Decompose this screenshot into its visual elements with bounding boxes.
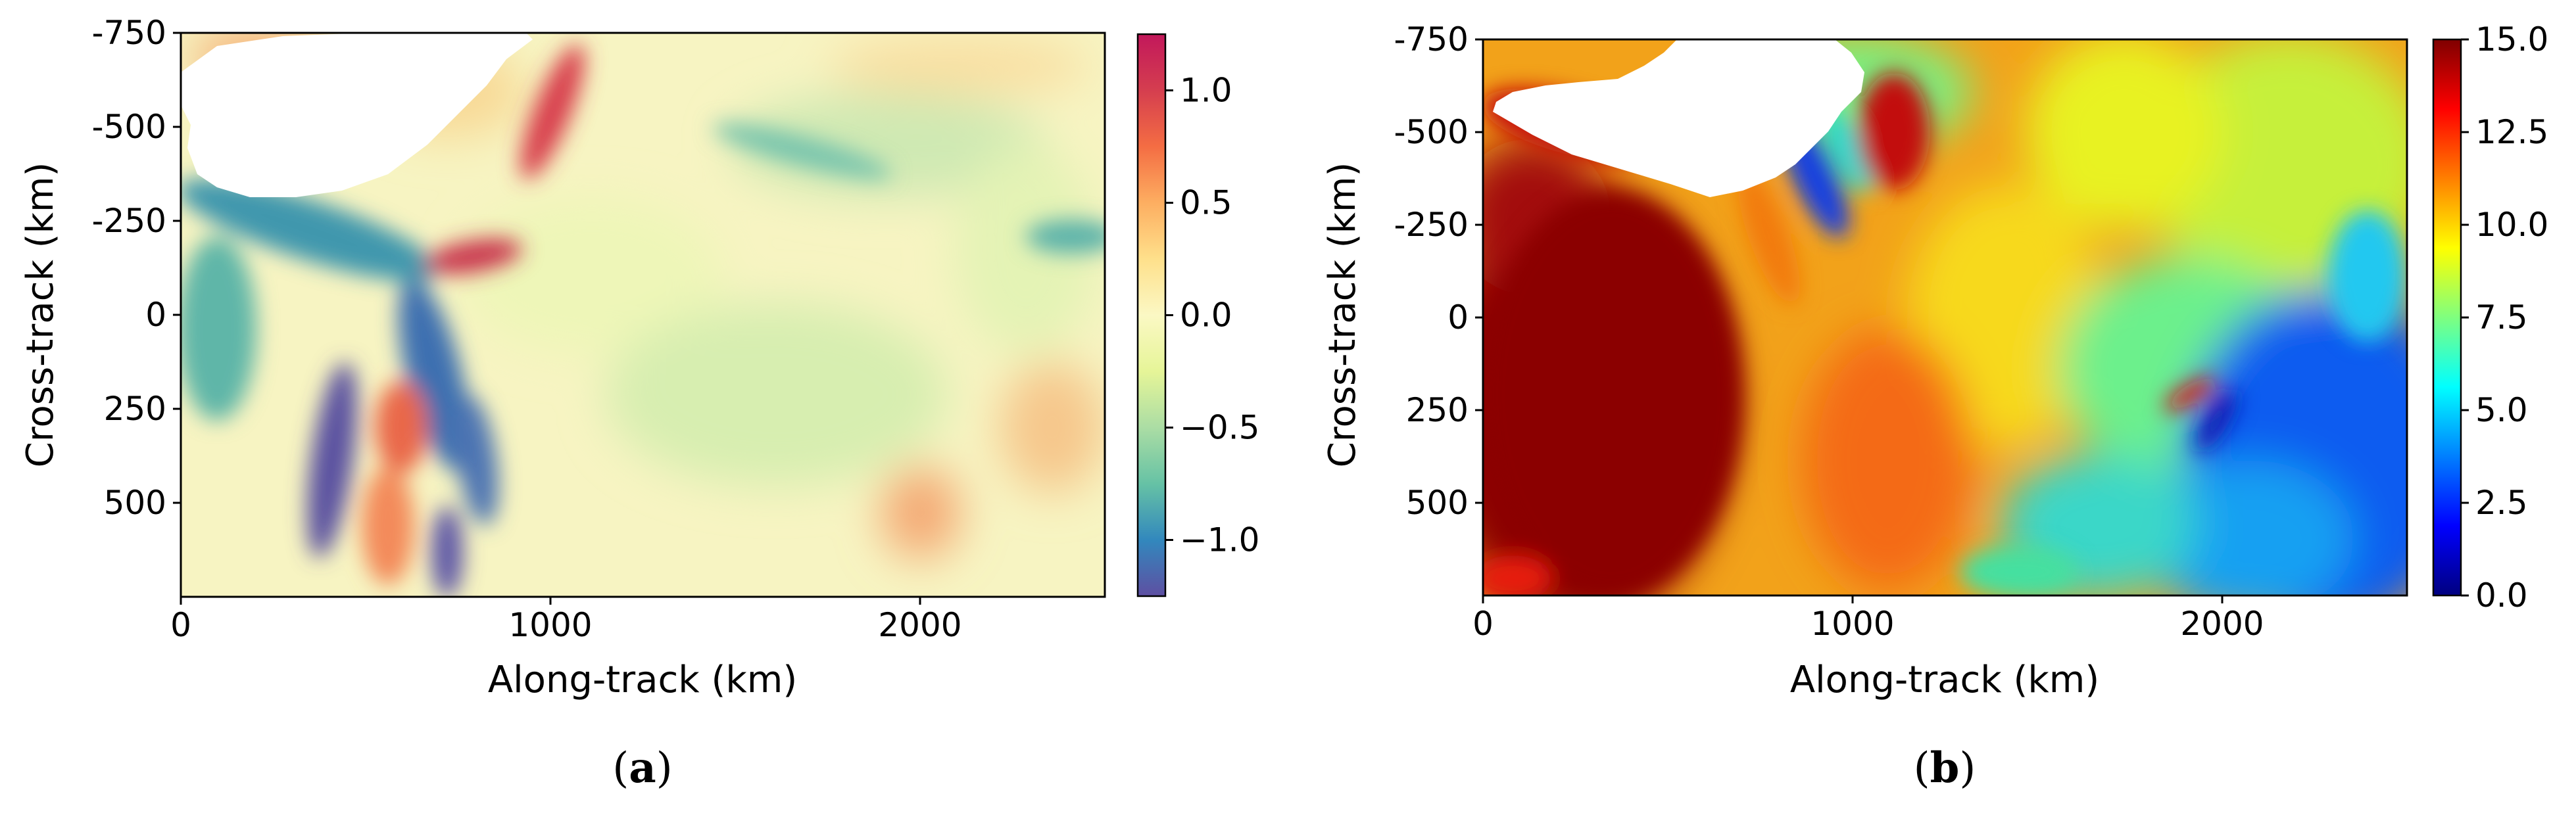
colorbar-b	[2432, 38, 2462, 597]
y-tick-label: 0	[1447, 298, 1469, 337]
field-band	[1824, 108, 1872, 194]
y-tick-label: -750	[92, 14, 166, 52]
field-band	[362, 467, 414, 585]
colorbar-tick-label: 1.0	[1180, 72, 1232, 110]
field-blob	[1000, 362, 1105, 493]
y-tick-label: -250	[1394, 206, 1469, 244]
panel-label-open: (	[1914, 744, 1930, 793]
panel-a: 0 1000 2000 -750 -500 -250 0 250 500 Along-trac…	[19, 14, 1259, 793]
x-tick-label: 0	[170, 606, 191, 644]
field-band	[455, 394, 498, 526]
y-ticks-a: -750 -500 -250 0 250 500	[92, 14, 181, 522]
panel-label-close: )	[1959, 744, 1976, 793]
panel-letter-b: b	[1930, 743, 1960, 793]
field-blob	[1907, 184, 2104, 447]
x-ticks-a: 0 1000 2000	[170, 597, 962, 644]
field-blob	[2026, 39, 2223, 230]
field-blob	[954, 145, 1098, 355]
y-tick-label: -750	[1394, 20, 1469, 58]
colorbar-ticks-a: 1.0 0.5 0.0 −0.5 −1.0	[1165, 72, 1259, 559]
panel-b: 0 1000 2000 -750 -500 -250 0 250 500 Along-trac…	[1321, 20, 2548, 793]
colorbar-tick-label: 10.0	[2475, 206, 2548, 244]
colorbar-tick-label: 15.0	[2475, 20, 2548, 58]
y-tick-label: 500	[1406, 484, 1469, 522]
panel-label-b: (b)	[1914, 743, 1976, 793]
field-band	[2164, 377, 2216, 411]
y-tick-label: 500	[104, 484, 166, 522]
x-tick-label: 1000	[508, 606, 592, 644]
field-band	[375, 381, 427, 473]
y-tick-label: 250	[1406, 391, 1469, 429]
y-axis-label-a: Cross-track (km)	[19, 162, 62, 468]
field-band	[2195, 388, 2237, 453]
x-tick-label: 1000	[1810, 605, 1894, 643]
colorbar-tick-label: 7.5	[2475, 298, 2528, 337]
field-band	[1026, 220, 1105, 254]
field-band	[181, 237, 256, 421]
field-band	[520, 44, 585, 179]
y-axis-label-b: Cross-track (km)	[1321, 162, 1364, 468]
x-axis-label-a: Along-track (km)	[488, 659, 797, 701]
field-blob	[605, 302, 947, 486]
colorbar-tick-label: 2.5	[2475, 484, 2528, 522]
field-blob	[2144, 460, 2354, 595]
colorbar-tick-label: 0.0	[1180, 296, 1232, 335]
colorbar-ticks-b: 15.0 12.5 10.0 7.5 5.0 2.5 0.0	[2461, 20, 2548, 615]
colorbar-tick-label: −1.0	[1180, 521, 1259, 559]
colorbar-tick-label: −0.5	[1180, 409, 1259, 447]
field-band	[1858, 72, 1930, 191]
panel-label-open: (	[612, 744, 629, 793]
x-tick-label: 2000	[2180, 605, 2264, 643]
panel-label-a: (a)	[612, 743, 672, 793]
colorbar-a	[1136, 33, 1167, 597]
colorbar-tick-label: 5.0	[2475, 391, 2528, 429]
field-blob	[730, 92, 1046, 197]
field-band	[1960, 546, 2078, 595]
y-tick-label: -250	[92, 202, 166, 240]
field-band	[307, 362, 357, 558]
land-mask-a	[181, 33, 533, 197]
field-band	[398, 279, 470, 471]
colorbar-tick-label: 12.5	[2475, 113, 2548, 151]
field-blob	[1802, 329, 1973, 592]
field-band	[1738, 168, 1801, 305]
panel-label-close: )	[656, 744, 673, 793]
land-mask-b	[1493, 39, 1864, 197]
field-band	[431, 506, 463, 597]
y-tick-label: 250	[104, 390, 166, 428]
x-ticks-b: 0 1000 2000	[1472, 595, 2264, 643]
field-band	[1483, 555, 1552, 595]
field-band	[713, 123, 892, 179]
colorbar-tick-label: 0.0	[2475, 576, 2528, 615]
y-tick-label: -500	[92, 108, 166, 146]
y-tick-label: -500	[1394, 113, 1469, 151]
field-band	[181, 179, 441, 281]
y-ticks-b: -750 -500 -250 0 250 500	[1394, 20, 1483, 522]
field-blob	[829, 36, 1092, 95]
colorbar-tick-label: 0.5	[1180, 184, 1232, 222]
field-band	[2328, 210, 2407, 342]
heatmap-field-a	[181, 33, 1105, 597]
field-band	[425, 239, 522, 274]
x-tick-label: 2000	[878, 606, 961, 644]
field-blob	[881, 467, 960, 559]
x-tick-label: 0	[1472, 605, 1494, 643]
panel-letter-a: a	[629, 743, 656, 793]
x-axis-label-b: Along-track (km)	[1790, 659, 2099, 701]
y-tick-label: 0	[145, 296, 166, 334]
field-fronts	[181, 44, 1105, 597]
field-blob	[460, 197, 723, 355]
field-band	[1483, 191, 1743, 595]
heatmap-field-b	[1483, 39, 2407, 595]
